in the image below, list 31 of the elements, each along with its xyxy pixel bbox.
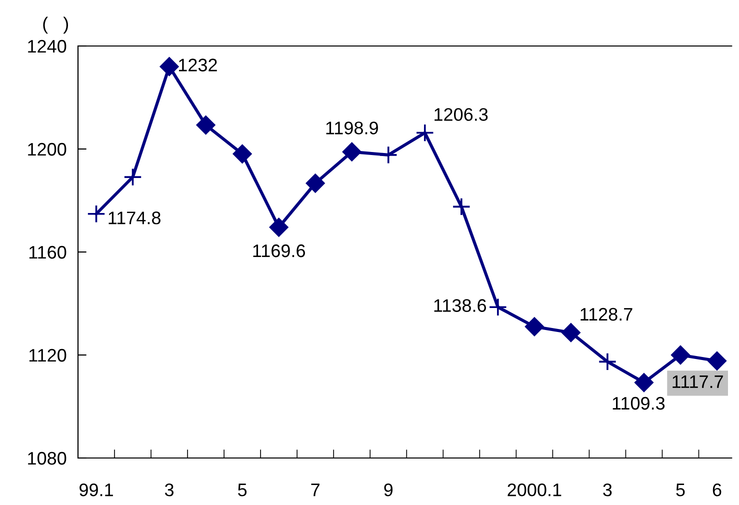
y-tick-label: 1160 — [29, 246, 66, 259]
data-label: 1174.8 — [108, 212, 160, 224]
point — [452, 197, 471, 216]
data-label: 1138.6 — [434, 299, 486, 312]
x-tick-label: 7 — [311, 484, 320, 496]
data-label: 1206.3 — [434, 108, 488, 121]
point — [488, 298, 508, 316]
point — [124, 168, 142, 186]
x-tick-label: 9 — [384, 483, 393, 496]
data-label: 1169.6 — [253, 244, 305, 258]
point — [416, 124, 434, 142]
x-tick-label: 5 — [238, 484, 247, 496]
data-label: 1232 — [178, 58, 217, 72]
data-label: 1128.7 — [580, 308, 632, 321]
x-tick-label: 3 — [164, 483, 174, 496]
data-label: 1109.3 — [612, 396, 665, 410]
point — [598, 352, 617, 371]
data-label: 1117.7 — [672, 375, 723, 388]
x-tick-label: 99.1 — [80, 483, 113, 496]
x-tick-label: 3 — [603, 483, 612, 496]
y-tick-label: 1240 — [28, 40, 66, 53]
x-tick-label: 6 — [712, 483, 722, 496]
x-tick-label: 5 — [676, 484, 685, 496]
point — [87, 204, 106, 224]
x-tick-label: 2000.1 — [508, 483, 562, 496]
y-tick-label: 1080 — [28, 452, 66, 465]
y-tick-label: 1200 — [28, 142, 66, 156]
data-label: 1198.9 — [326, 122, 378, 134]
y-axis-title: ( ) — [43, 16, 68, 34]
point — [379, 146, 398, 164]
y-tick-label: 1120 — [29, 348, 66, 362]
